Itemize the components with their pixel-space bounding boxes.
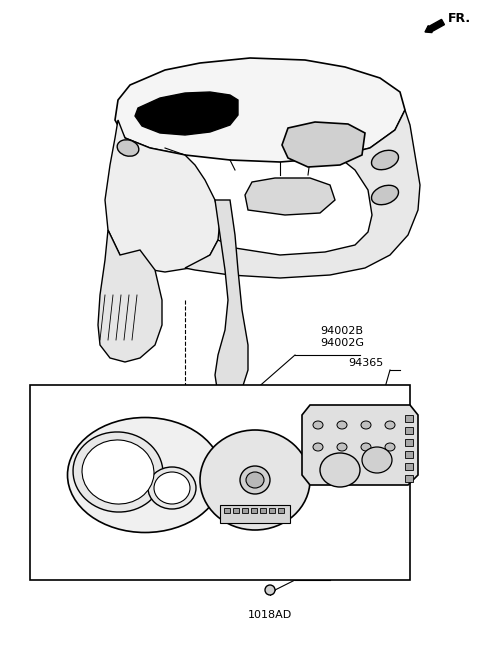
Ellipse shape xyxy=(362,447,392,473)
Ellipse shape xyxy=(372,150,398,170)
Polygon shape xyxy=(98,230,162,362)
Polygon shape xyxy=(105,120,220,272)
Polygon shape xyxy=(215,200,248,408)
Bar xyxy=(251,508,257,513)
Bar xyxy=(224,508,230,513)
Text: 94002B
94002G: 94002B 94002G xyxy=(320,326,364,348)
Bar xyxy=(405,439,413,446)
Text: FR.: FR. xyxy=(448,12,471,25)
Text: 94360A: 94360A xyxy=(150,385,193,395)
Ellipse shape xyxy=(313,421,323,429)
Polygon shape xyxy=(245,178,335,215)
Bar xyxy=(405,475,413,482)
Polygon shape xyxy=(282,122,365,167)
Ellipse shape xyxy=(240,466,270,494)
Ellipse shape xyxy=(148,467,196,509)
Bar xyxy=(405,463,413,470)
Ellipse shape xyxy=(68,417,223,533)
Polygon shape xyxy=(185,110,420,278)
Bar xyxy=(405,415,413,422)
Bar xyxy=(278,508,284,513)
Bar xyxy=(269,508,275,513)
Ellipse shape xyxy=(361,443,371,451)
Bar xyxy=(260,508,266,513)
Ellipse shape xyxy=(320,453,360,487)
Ellipse shape xyxy=(82,440,154,504)
FancyArrow shape xyxy=(425,20,444,33)
Bar xyxy=(220,505,290,523)
Ellipse shape xyxy=(337,443,347,451)
Polygon shape xyxy=(135,92,238,135)
Bar xyxy=(30,385,410,580)
Bar xyxy=(405,451,413,458)
Ellipse shape xyxy=(372,185,398,205)
Ellipse shape xyxy=(200,430,310,530)
Ellipse shape xyxy=(246,472,264,488)
Bar xyxy=(242,508,248,513)
Ellipse shape xyxy=(265,585,275,595)
Polygon shape xyxy=(302,405,418,485)
Ellipse shape xyxy=(385,421,395,429)
Ellipse shape xyxy=(337,421,347,429)
Polygon shape xyxy=(115,58,405,162)
Text: 1018AD: 1018AD xyxy=(248,610,292,620)
Ellipse shape xyxy=(313,443,323,451)
Text: 94365: 94365 xyxy=(348,358,383,368)
Bar xyxy=(405,427,413,434)
Ellipse shape xyxy=(361,421,371,429)
Bar xyxy=(233,508,239,513)
Ellipse shape xyxy=(385,443,395,451)
Ellipse shape xyxy=(117,140,139,157)
Ellipse shape xyxy=(73,432,163,512)
Ellipse shape xyxy=(154,472,190,504)
